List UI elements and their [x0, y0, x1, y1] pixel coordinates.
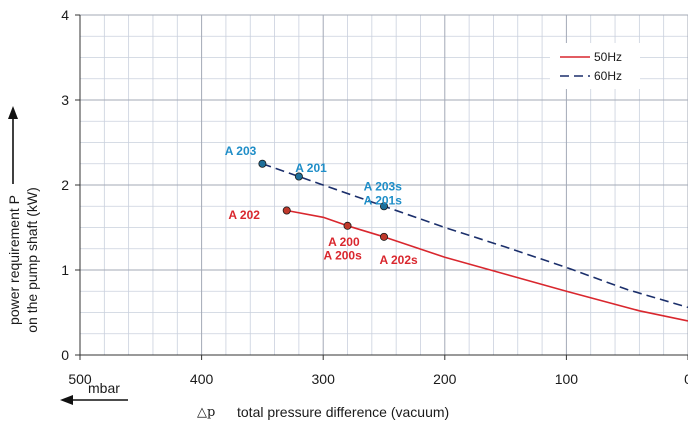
model-annotation: A 202: [228, 208, 260, 222]
legend: 50Hz 60Hz: [550, 43, 640, 89]
data-point-marker: [379, 232, 388, 241]
data-point-marker: [258, 159, 267, 168]
legend-label-50hz: 50Hz: [594, 50, 622, 64]
x-axis-label: total pressure difference (vacuum): [237, 404, 449, 420]
model-annotation: A 203s: [364, 180, 403, 194]
x-tick-label: 400: [190, 371, 214, 387]
x-tick-label: 100: [555, 371, 579, 387]
x-tick-label: 500: [68, 371, 92, 387]
model-annotation: A 201: [295, 161, 327, 175]
y-tick-label: 1: [61, 262, 69, 278]
x-axis-unit: mbar: [60, 380, 128, 405]
model-annotation: A 200s: [324, 249, 363, 263]
x-axis-arrow-icon: [60, 395, 73, 405]
y-axis-label-line2: on the pump shaft (kW): [24, 187, 40, 333]
y-tick-label: 4: [61, 7, 69, 23]
marker-layer: [258, 159, 388, 241]
y-axis-title: power requirement P on the pump shaft (k…: [6, 106, 40, 333]
x-axis-unit-label: mbar: [88, 380, 120, 396]
y-tick-label: 2: [61, 177, 69, 193]
y-axis-arrow-icon: [8, 106, 18, 119]
x-tick-label: 300: [312, 371, 336, 387]
data-point-marker: [379, 202, 388, 211]
data-point-marker: [282, 206, 291, 215]
legend-label-60hz: 60Hz: [594, 69, 622, 83]
series-line-50hz: [286, 209, 688, 322]
data-point-marker: [343, 221, 352, 230]
y-axis-label-line1: power requirement P: [6, 195, 22, 325]
model-annotation: A 203: [225, 144, 257, 158]
y-tick-labels: 0 1 2 3 4: [61, 7, 80, 363]
model-annotation: A 200: [328, 235, 360, 249]
model-annotation: A 202s: [379, 253, 418, 267]
model-annotation: A 201s: [364, 193, 403, 207]
x-tick-label: 0: [684, 371, 688, 387]
x-tick-labels: 500 400 300 200 100 0: [68, 355, 688, 387]
y-tick-label: 0: [61, 347, 69, 363]
x-axis-symbol: △p: [197, 405, 215, 420]
y-tick-label: 3: [61, 92, 69, 108]
series-layer: [262, 162, 688, 322]
legend-box: [550, 43, 640, 89]
x-tick-label: 200: [433, 371, 457, 387]
series-line-60hz: [262, 162, 688, 309]
data-point-marker: [294, 172, 303, 181]
